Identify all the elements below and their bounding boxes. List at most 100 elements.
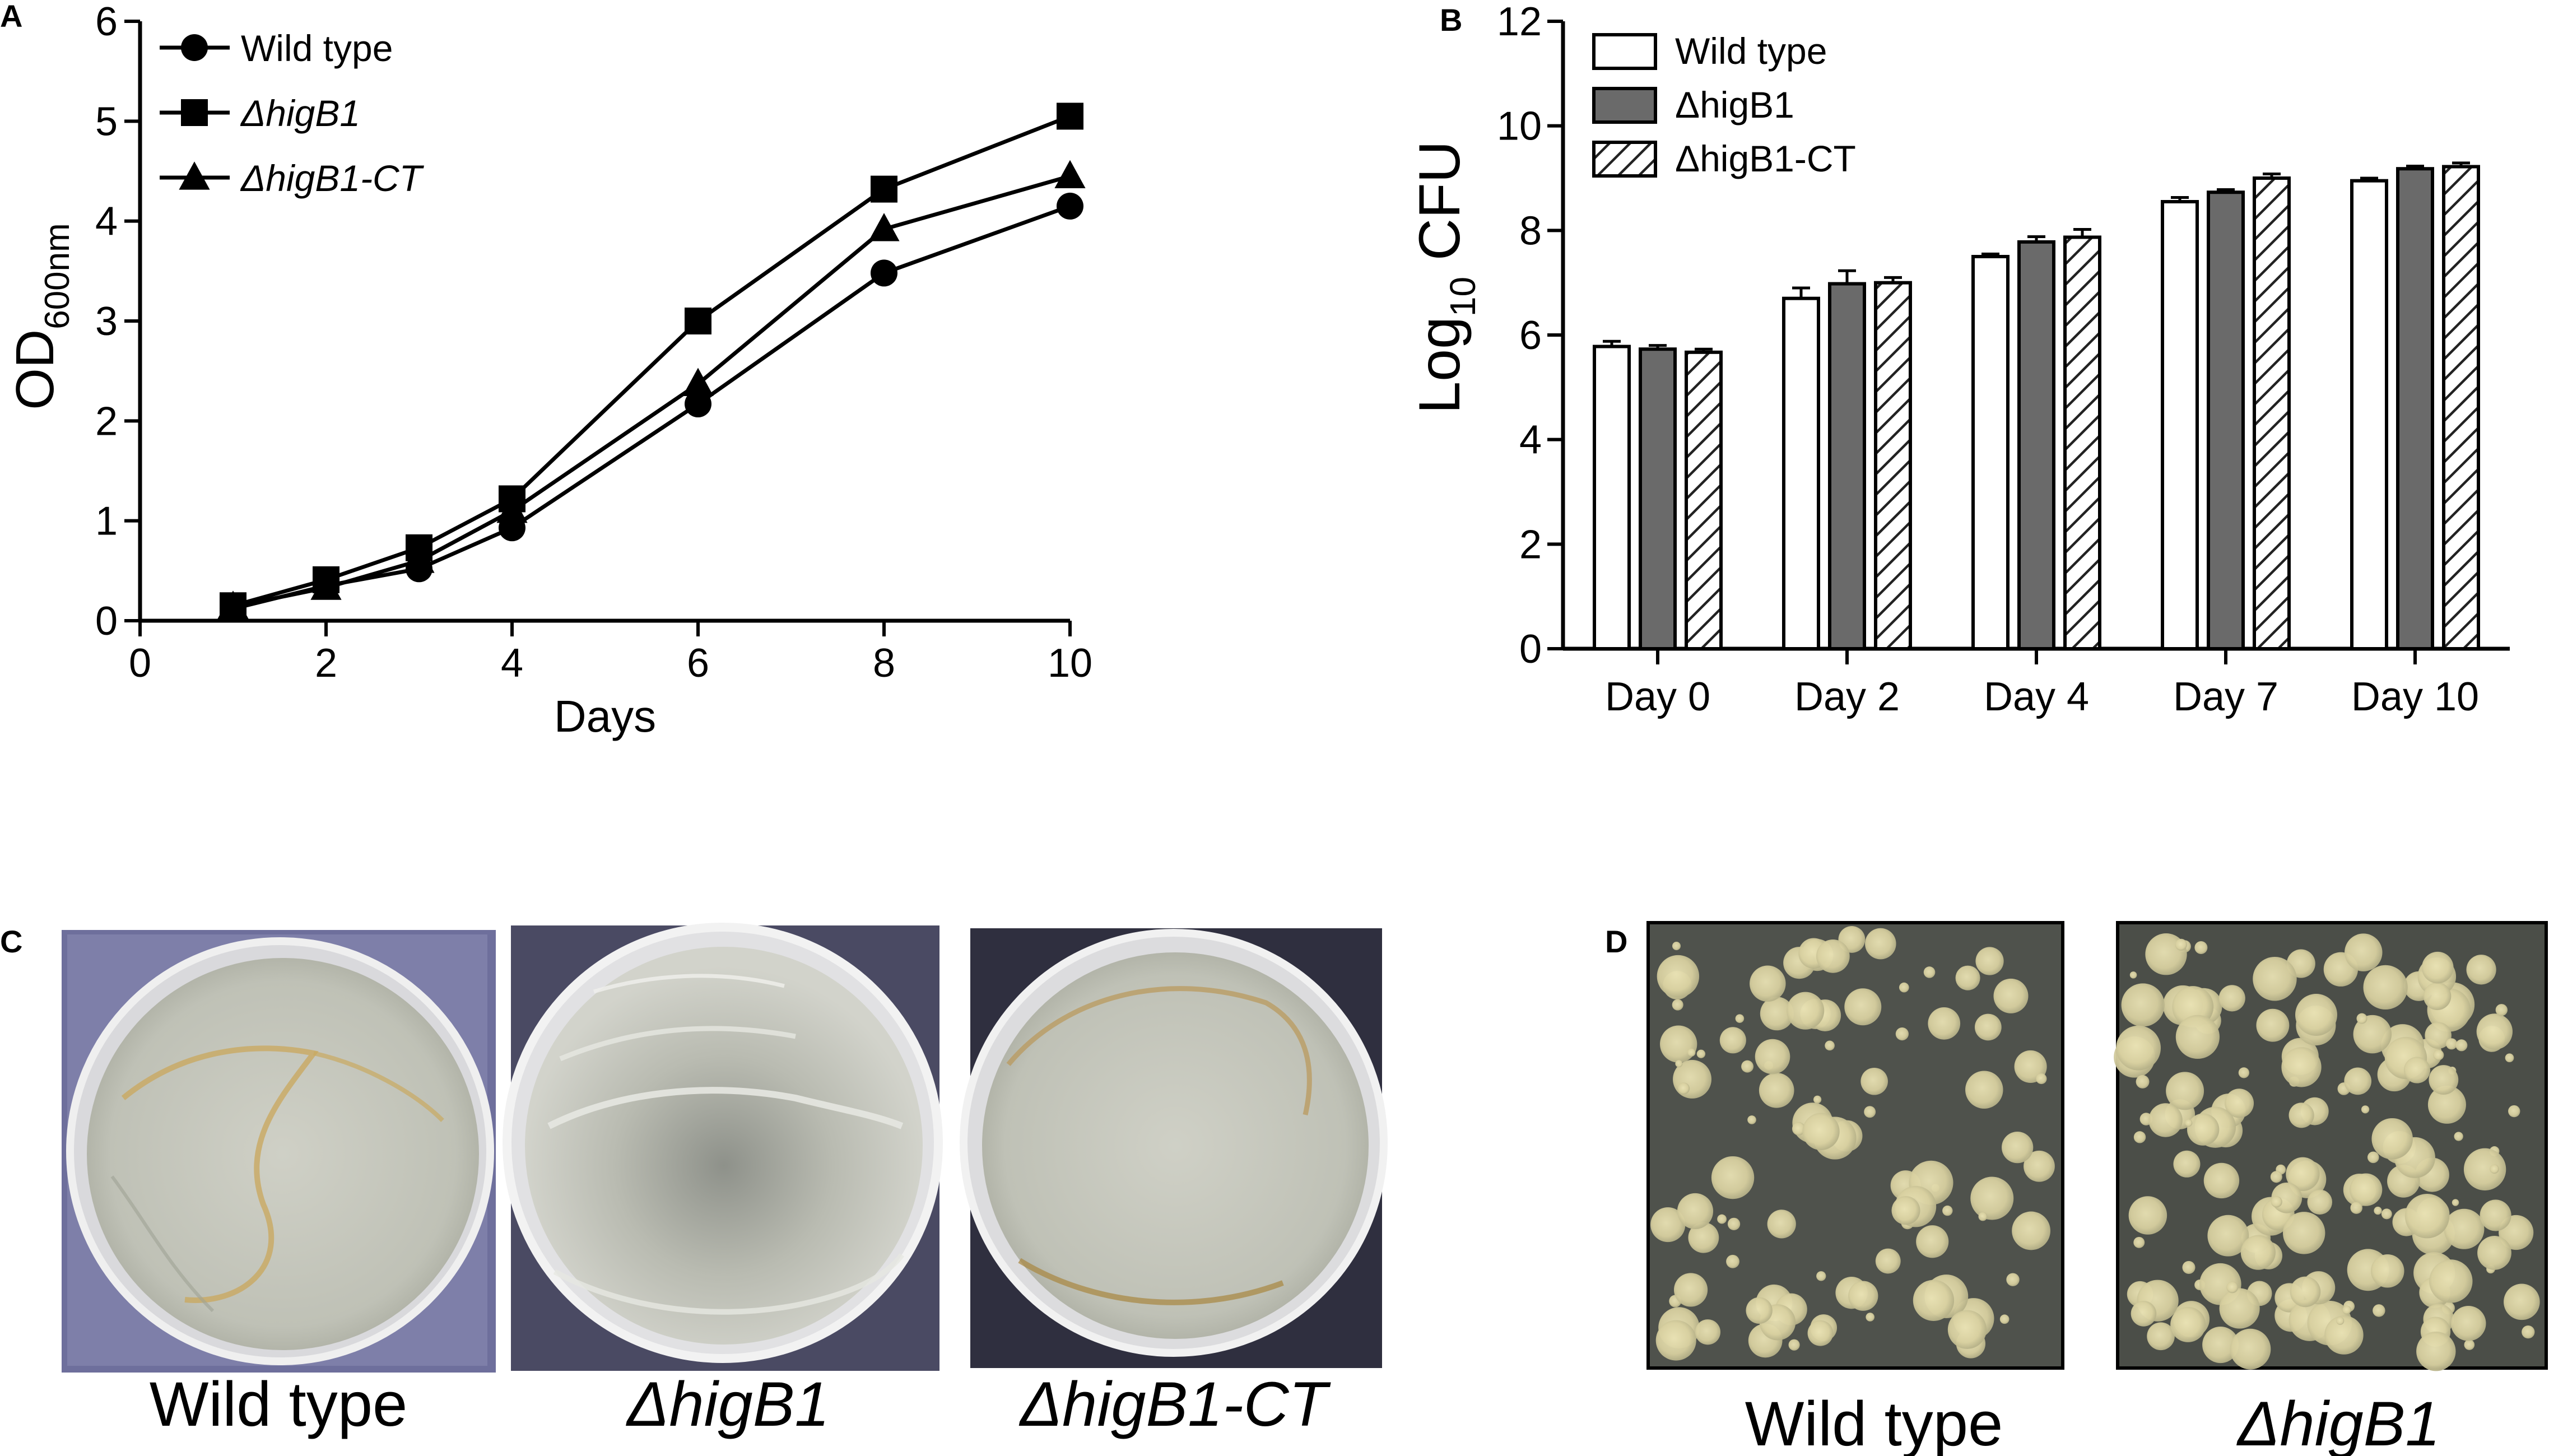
colony-caption-wild-type: Wild type [1745, 1389, 2003, 1456]
colony [2477, 1236, 2511, 1270]
colony [1677, 1082, 1690, 1095]
legend-entry: Wild type [160, 27, 393, 69]
colony [2270, 1171, 2282, 1183]
chart-b-axes: 0 2 4 6 8 10 12 Log10 CFU Day 0 Day 2 Day 4 Day 7 Da… [1407, 0, 2510, 719]
colonies-higb1 [2114, 933, 2540, 1371]
colony [2202, 1326, 2239, 1364]
legend-entry: ΔhigB1 [1592, 84, 1794, 125]
colony [1759, 1072, 1794, 1108]
data-point-circle [685, 390, 711, 418]
colony [2433, 1049, 2444, 1060]
x-tick-label: 0 [129, 641, 151, 686]
colony [2374, 1206, 2382, 1215]
y-axis-title-subscript: 600nm [38, 223, 77, 329]
colony [2203, 1162, 2240, 1199]
colony [1899, 982, 1909, 993]
colony [2324, 1315, 2364, 1355]
colony [2505, 1053, 2514, 1063]
colony [2218, 985, 2245, 1012]
colony [2295, 993, 2337, 1036]
colony [2238, 1067, 2250, 1078]
colony [2290, 1276, 2321, 1308]
colony [2429, 1259, 2473, 1303]
colony [1657, 955, 1700, 998]
colony [1675, 1060, 1683, 1068]
colony [1672, 942, 1681, 951]
data-point-square [685, 308, 711, 334]
colony [1650, 1207, 1686, 1243]
colony [1913, 1280, 1955, 1321]
x-tick-label: 10 [1048, 641, 1092, 686]
colony [1655, 1320, 1696, 1361]
x-tick-label: 2 [315, 641, 337, 686]
colony [2226, 1281, 2239, 1294]
chart-b-bars [1593, 161, 2480, 651]
colony [2136, 1074, 2150, 1088]
y-tick-label: 2 [1519, 522, 1542, 567]
data-point-triangle [310, 571, 342, 600]
panel-label-d: D [1605, 924, 1627, 959]
colony [2175, 1015, 2220, 1059]
pellicle-photo-higb1 [503, 923, 943, 1371]
colony [1750, 965, 1786, 1002]
colony [2131, 1301, 2157, 1327]
colony [1891, 1196, 1920, 1225]
colony [2370, 1254, 2404, 1288]
colony [2381, 1208, 2392, 1220]
bar [2350, 179, 2388, 650]
colony [2463, 1148, 2506, 1191]
colony [2170, 1306, 2206, 1342]
x-tick-label: 6 [687, 641, 709, 686]
colony [1942, 1205, 1953, 1216]
colony [1755, 1039, 1790, 1074]
colony [2281, 1047, 2322, 1087]
colony [2454, 1132, 2463, 1141]
colony [1717, 1214, 1727, 1224]
colony [2361, 1105, 2370, 1114]
panel-label-a: A [0, 0, 22, 34]
colony [2148, 1103, 2183, 1137]
bar [1874, 281, 1912, 650]
x-tick-label: Day 4 [1984, 674, 2089, 719]
y-tick-label: 2 [95, 399, 118, 444]
series-line [232, 204, 1071, 611]
legend-label: ΔhigB1 [1675, 84, 1794, 125]
colony [1787, 992, 1825, 1030]
colony [1865, 928, 1896, 960]
y-tick-label: 4 [95, 199, 118, 244]
colony [2427, 1085, 2466, 1124]
colony [2036, 1073, 2047, 1085]
colony [2175, 938, 2188, 951]
colony [1864, 1106, 1876, 1118]
y-tick-label: 5 [95, 99, 118, 144]
colony [2116, 1025, 2161, 1071]
legend-entry: Wild type [1592, 30, 1827, 72]
colony [1947, 1310, 1987, 1349]
data-point-circle [871, 259, 897, 287]
data-point-square [1057, 103, 1083, 130]
colony [1760, 997, 1794, 1031]
x-tick-label: Day 7 [2173, 674, 2278, 719]
colony [2230, 1328, 2271, 1370]
bar [1685, 350, 1723, 650]
colony [2182, 1260, 2196, 1274]
chart-a-legend: Wild type ΔhigB1 ΔhigB1-CT [160, 27, 425, 199]
colony [2416, 1331, 2456, 1371]
colony [2403, 1057, 2431, 1083]
y-axis-title: Log10 CFU [1407, 141, 1483, 413]
y-tick-label: 12 [1497, 0, 1542, 44]
colony [2253, 957, 2297, 1001]
legend-label: ΔhigB1-CT [240, 157, 425, 199]
colony [2367, 1151, 2379, 1164]
colony [2342, 1305, 2351, 1315]
series-triangle [217, 160, 1086, 619]
colony [2024, 1150, 2055, 1182]
colony [2173, 1150, 2201, 1178]
colony [2373, 1304, 2385, 1317]
legend-swatch [1592, 33, 1657, 70]
y-axis-title-rest: CFU [1407, 141, 1472, 277]
x-tick-label: 4 [501, 641, 523, 686]
colony [1672, 999, 1683, 1011]
colony [1974, 1013, 2002, 1041]
